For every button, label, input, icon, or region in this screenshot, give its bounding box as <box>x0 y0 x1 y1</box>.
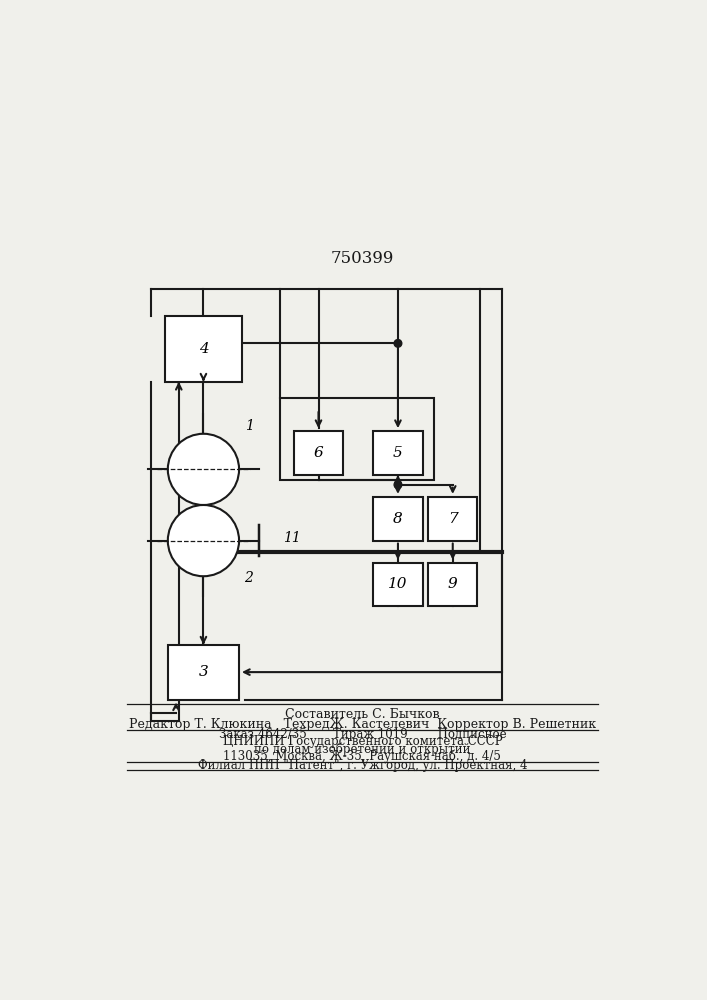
Text: 750399: 750399 <box>331 250 394 267</box>
Circle shape <box>394 481 402 489</box>
Text: Составитель С. Бычков: Составитель С. Бычков <box>285 708 440 721</box>
Text: 2: 2 <box>245 571 253 585</box>
Text: 1: 1 <box>245 419 253 433</box>
Bar <box>280 398 433 480</box>
Text: Редактор Т. Клюкина   ТехредЖ. Кастелевич  Корректор В. Решетник: Редактор Т. Клюкина ТехредЖ. Кастелевич … <box>129 718 596 731</box>
Circle shape <box>394 340 402 347</box>
Text: 9: 9 <box>448 577 457 591</box>
Bar <box>373 563 423 606</box>
Bar <box>373 431 423 475</box>
Text: 113035, Москва, Ж-35, Раушская наб., д. 4/5: 113035, Москва, Ж-35, Раушская наб., д. … <box>223 749 501 763</box>
Text: по делам изобретений и открытий: по делам изобретений и открытий <box>254 742 471 756</box>
Bar <box>428 497 477 541</box>
Text: 10: 10 <box>388 577 408 591</box>
Bar <box>165 316 242 382</box>
Text: 6: 6 <box>314 446 323 460</box>
Circle shape <box>168 434 239 505</box>
Text: ЦНИИПИ Государственного комитета СССР: ЦНИИПИ Государственного комитета СССР <box>223 735 502 748</box>
Text: 5: 5 <box>393 446 403 460</box>
Bar <box>428 563 477 606</box>
Bar <box>373 497 423 541</box>
Text: 3: 3 <box>199 665 209 679</box>
Circle shape <box>168 505 239 576</box>
Bar <box>168 645 239 700</box>
Text: 8: 8 <box>393 512 403 526</box>
Text: Заказ 4642/35       Тираж 1019        Подписное: Заказ 4642/35 Тираж 1019 Подписное <box>218 728 506 741</box>
Text: 11: 11 <box>283 531 300 545</box>
Text: Филиал ППП "Патент", г. Ужгород, ул. Проектная, 4: Филиал ППП "Патент", г. Ужгород, ул. Про… <box>197 759 527 772</box>
Text: 4: 4 <box>199 342 209 356</box>
Bar <box>294 431 343 475</box>
Text: 7: 7 <box>448 512 457 526</box>
